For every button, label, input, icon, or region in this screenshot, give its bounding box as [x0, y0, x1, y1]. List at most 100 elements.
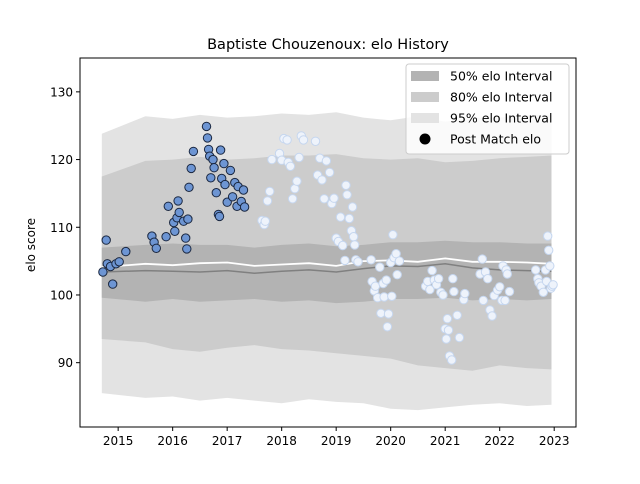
post-match-elo-point: [447, 355, 457, 365]
post-match-elo-point: [483, 274, 493, 284]
legend-swatch: [411, 113, 439, 123]
post-match-elo-point: [227, 192, 238, 202]
post-match-elo-point: [340, 255, 350, 266]
post-match-elo-point: [502, 269, 512, 279]
legend-box: [405, 63, 570, 155]
plot-area: [98, 112, 558, 411]
post-match-elo-point: [108, 279, 118, 289]
post-match-elo-point: [543, 231, 553, 241]
post-match-elo-point: [387, 291, 397, 301]
x-tick-label: 2023: [539, 434, 570, 448]
post-match-elo-point: [452, 310, 462, 320]
post-match-elo-point: [201, 121, 212, 132]
post-match-elo-point: [292, 176, 302, 186]
post-match-elo-point: [335, 212, 346, 222]
post-match-elo-point: [310, 136, 321, 147]
post-match-elo-point: [443, 325, 454, 335]
post-match-elo-point: [239, 202, 250, 212]
x-tick-label: 2021: [430, 434, 461, 448]
legend-label: 95% elo Interval: [450, 111, 552, 126]
x-tick-label: 2015: [103, 434, 134, 448]
post-match-elo-point: [225, 165, 236, 176]
x-tick-label: 2020: [375, 434, 406, 448]
post-match-elo-point: [265, 186, 275, 197]
post-match-elo-point: [294, 152, 304, 163]
post-match-elo-point: [170, 226, 180, 237]
chart-title: Baptiste Chouzenoux: elo History: [207, 37, 449, 53]
post-match-elo-point: [344, 213, 354, 224]
post-match-elo-point: [487, 311, 497, 321]
post-match-elo-point: [375, 262, 385, 272]
post-match-elo-point: [538, 287, 548, 297]
post-match-elo-point: [319, 194, 329, 204]
post-match-elo-point: [238, 185, 249, 195]
post-match-elo-point: [478, 295, 488, 306]
x-tick-label: 2019: [321, 434, 352, 448]
legend-swatch: [411, 71, 439, 81]
y-axis-label: elo score: [24, 218, 38, 272]
post-match-elo-point: [433, 274, 444, 284]
post-match-elo-point: [287, 194, 298, 204]
post-match-elo-point: [267, 154, 277, 165]
post-match-elo-point: [548, 280, 558, 290]
post-match-elo-point: [338, 240, 348, 251]
post-match-elo-point: [441, 334, 451, 344]
y-tick-label: 130: [50, 85, 73, 99]
legend: 50% elo Interval 80% elo Interval 95% elo …: [405, 63, 570, 155]
legend-label: 80% elo Interval: [450, 90, 552, 105]
legend-label: 50% elo Interval: [450, 69, 552, 84]
post-match-elo-point: [545, 261, 555, 271]
post-match-elo-point: [544, 245, 554, 256]
post-match-elo-point: [161, 232, 171, 242]
post-match-elo-point: [347, 202, 358, 212]
post-match-elo-point: [285, 161, 296, 172]
post-match-elo-point: [262, 196, 273, 206]
post-match-elo-point: [341, 180, 351, 191]
axes: 2015 2016 2017 2018 2019 2020 2021 2022 2023 90 10…: [50, 57, 577, 448]
post-match-elo-point: [282, 135, 292, 145]
post-match-elo-point: [388, 230, 398, 240]
post-match-elo-point: [500, 295, 510, 306]
post-match-elo-point: [383, 309, 394, 319]
post-match-elo-point: [208, 154, 218, 165]
post-match-elo-point: [477, 254, 487, 264]
post-match-elo-point: [186, 163, 196, 174]
post-match-elo-point: [353, 257, 363, 267]
post-match-elo-point: [442, 314, 453, 324]
y-tick-label: 120: [50, 153, 73, 167]
post-match-elo-point: [173, 196, 183, 206]
post-match-elo-point: [121, 246, 131, 257]
post-match-elo-point: [215, 145, 226, 155]
median-elo-line: [101, 263, 552, 275]
post-match-elo-point: [184, 182, 194, 193]
post-match-elo-point: [425, 284, 435, 295]
post-match-elo-point: [220, 179, 230, 190]
legend-label: Post Match elo: [450, 132, 541, 147]
post-match-elo-point: [531, 265, 541, 275]
post-match-elo-point: [174, 207, 184, 218]
post-match-elo-point: [438, 290, 448, 300]
post-match-elo-point: [101, 235, 111, 245]
post-match-elo-point: [379, 292, 389, 302]
y-tick-label: 100: [50, 288, 73, 302]
post-match-elo-point: [188, 146, 199, 157]
x-tick-label: 2018: [266, 434, 297, 448]
x-tick-label: 2016: [157, 434, 188, 448]
post-match-elo-point: [260, 216, 270, 226]
post-match-elo-point: [350, 240, 360, 250]
post-match-elo-point: [449, 286, 459, 297]
post-match-elo-point: [151, 243, 162, 254]
post-match-elo-point: [206, 173, 216, 183]
post-match-elo-point: [219, 158, 229, 169]
post-match-elo-point: [321, 156, 332, 166]
post-match-elo-point: [114, 257, 124, 267]
post-match-elo-point: [98, 267, 108, 277]
x-tick-label: 2017: [212, 434, 243, 448]
post-match-elo-point: [214, 211, 225, 222]
legend-marker: [419, 133, 431, 145]
post-match-elo-point: [298, 135, 309, 145]
post-match-elo-point: [183, 214, 193, 224]
legend-swatch: [411, 92, 439, 102]
y-tick-label: 110: [50, 221, 73, 235]
x-tick-label: 2022: [484, 434, 515, 448]
